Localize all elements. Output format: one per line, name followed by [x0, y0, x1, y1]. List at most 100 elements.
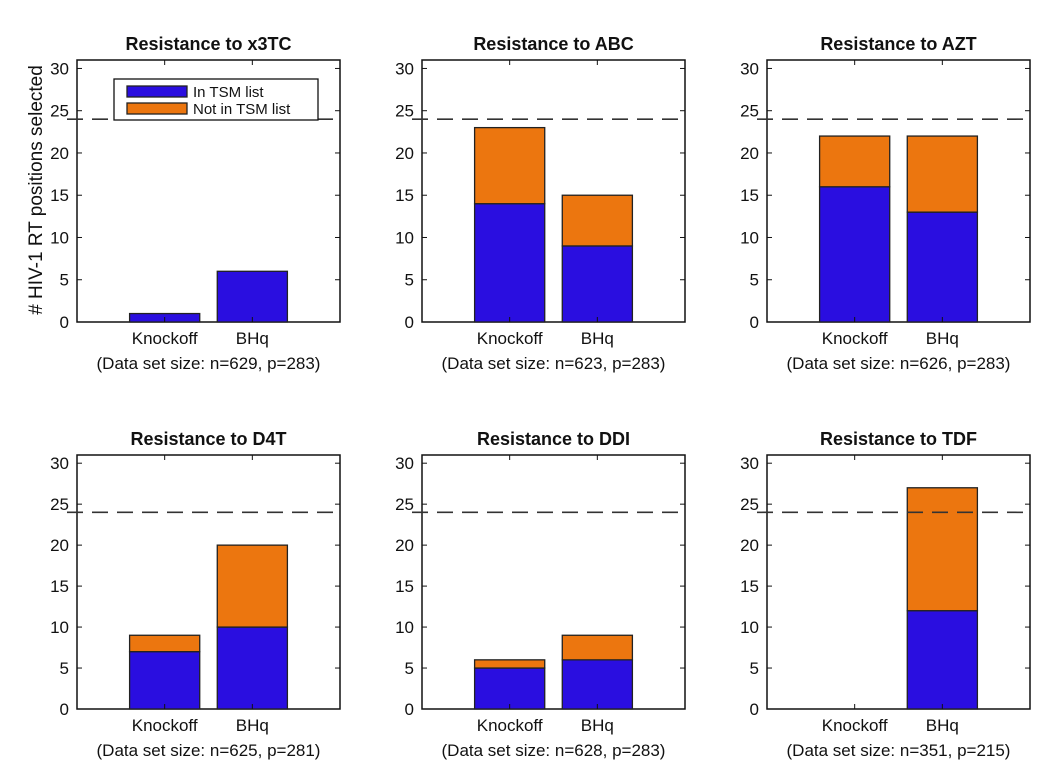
y-tick-label: 25 — [395, 495, 414, 514]
y-tick-label: 15 — [395, 186, 414, 205]
y-tick-label: 0 — [405, 313, 414, 332]
y-tick-label: 10 — [50, 228, 69, 247]
y-tick-label: 30 — [50, 454, 69, 473]
dataset-size-note: (Data set size: n=629, p=283) — [97, 354, 321, 373]
y-tick-label: 25 — [395, 102, 414, 121]
dataset-size-note: (Data set size: n=625, p=281) — [97, 741, 321, 760]
bar-in-tsm-bhq — [906, 211, 979, 323]
x-tick-label: Knockoff — [822, 716, 888, 735]
axes-box — [76, 59, 341, 323]
panel-title: Resistance to D4T — [130, 429, 286, 449]
y-tick-label: 10 — [50, 618, 69, 637]
y-tick-label: 25 — [740, 102, 759, 121]
panel-4: Resistance to D4T 0 5 10 15 20 25 30 Knockoff BHq… — [50, 429, 341, 760]
y-tick-label: 5 — [60, 659, 69, 678]
panel-title: Resistance to AZT — [820, 34, 976, 54]
y-tick-label: 30 — [395, 59, 414, 78]
bar-in-tsm-bhq — [216, 270, 289, 323]
bar-in-tsm-knockoff — [473, 667, 546, 710]
y-tick-label: 20 — [50, 536, 69, 555]
y-tick-label: 15 — [395, 577, 414, 596]
x-tick-label: Knockoff — [132, 716, 198, 735]
y-tick-label: 10 — [740, 228, 759, 247]
bar-not-in-tsm-knockoff — [473, 659, 546, 669]
x-tick-label: Knockoff — [477, 716, 543, 735]
y-tick-label: 10 — [740, 618, 759, 637]
x-tick-label: BHq — [236, 329, 269, 348]
axes-box — [766, 454, 1031, 710]
bar-not-in-tsm-bhq — [561, 634, 634, 661]
y-tick-label: 0 — [750, 313, 759, 332]
bar-in-tsm-bhq — [216, 626, 289, 710]
panel-1: Resistance to x3TC 0 5 10 15 20 25 30 Knockoff BH… — [50, 34, 341, 373]
y-tick-label: 25 — [50, 102, 69, 121]
x-tick-label: Knockoff — [132, 329, 198, 348]
y-tick-label: 20 — [740, 536, 759, 555]
y-tick-label: 15 — [50, 186, 69, 205]
axes-box — [76, 454, 341, 710]
x-tick-label: BHq — [581, 716, 614, 735]
bar-in-tsm-bhq — [561, 245, 634, 323]
x-tick-label: BHq — [581, 329, 614, 348]
y-tick-label: 15 — [740, 186, 759, 205]
bar-not-in-tsm-bhq — [906, 135, 979, 213]
y-tick-label: 30 — [50, 59, 69, 78]
bar-not-in-tsm-knockoff — [473, 126, 546, 205]
y-tick-label: 25 — [740, 495, 759, 514]
axes-box — [421, 59, 686, 323]
y-tick-label: 5 — [60, 271, 69, 290]
y-tick-label: 10 — [395, 228, 414, 247]
bar-not-in-tsm-bhq — [216, 544, 289, 628]
bar-not-in-tsm-bhq — [906, 487, 979, 612]
x-tick-label: Knockoff — [477, 329, 543, 348]
y-tick-label: 0 — [60, 700, 69, 719]
bar-in-tsm-knockoff — [473, 203, 546, 323]
panel-title: Resistance to TDF — [820, 429, 977, 449]
y-tick-label: 5 — [405, 659, 414, 678]
bar-in-tsm-bhq — [561, 659, 634, 710]
axes-box — [421, 454, 686, 710]
y-tick-label: 10 — [395, 618, 414, 637]
legend-label: Not in TSM list — [193, 101, 291, 118]
y-tick-label: 5 — [750, 271, 759, 290]
y-tick-label: 25 — [50, 495, 69, 514]
y-tick-label: 20 — [740, 144, 759, 163]
x-tick-label: BHq — [926, 716, 959, 735]
y-tick-label: 0 — [60, 313, 69, 332]
panel-6: Resistance to TDF 0 5 10 15 20 25 30 Knockoff BHq… — [740, 429, 1031, 760]
legend-label: In TSM list — [193, 84, 264, 101]
dataset-size-note: (Data set size: n=626, p=283) — [787, 354, 1011, 373]
axes-box — [766, 59, 1031, 323]
panel-3: Resistance to AZT 0 5 10 15 20 25 30 Knockoff BHq… — [740, 34, 1031, 373]
dataset-size-note: (Data set size: n=628, p=283) — [442, 741, 666, 760]
bar-not-in-tsm-bhq — [561, 194, 634, 247]
x-tick-label: Knockoff — [822, 329, 888, 348]
panel-title: Resistance to x3TC — [125, 34, 291, 54]
y-tick-label: 0 — [405, 700, 414, 719]
y-tick-label: 5 — [405, 271, 414, 290]
legend-swatch-in-tsm — [126, 85, 188, 98]
dataset-size-note: (Data set size: n=623, p=283) — [442, 354, 666, 373]
y-tick-label: 20 — [50, 144, 69, 163]
y-tick-label: 15 — [50, 577, 69, 596]
legend-swatch-not-in-tsm — [126, 102, 188, 115]
panel-title: Resistance to DDI — [477, 429, 630, 449]
y-axis-label: # HIV-1 RT positions selected — [26, 65, 47, 315]
y-tick-label: 30 — [395, 454, 414, 473]
y-tick-label: 0 — [750, 700, 759, 719]
bar-in-tsm-knockoff — [128, 650, 201, 710]
bar-not-in-tsm-knockoff — [818, 135, 891, 188]
y-tick-label: 20 — [395, 144, 414, 163]
panel-2: Resistance to ABC 0 5 10 15 20 25 30 Knockoff BHq… — [395, 34, 686, 373]
y-tick-label: 20 — [395, 536, 414, 555]
y-tick-label: 30 — [740, 454, 759, 473]
x-tick-label: BHq — [236, 716, 269, 735]
y-tick-label: 30 — [740, 59, 759, 78]
panel-title: Resistance to ABC — [473, 34, 633, 54]
dataset-size-note: (Data set size: n=351, p=215) — [787, 741, 1011, 760]
bar-in-tsm-bhq — [906, 610, 979, 710]
y-tick-label: 5 — [750, 659, 759, 678]
bar-not-in-tsm-knockoff — [128, 634, 201, 653]
